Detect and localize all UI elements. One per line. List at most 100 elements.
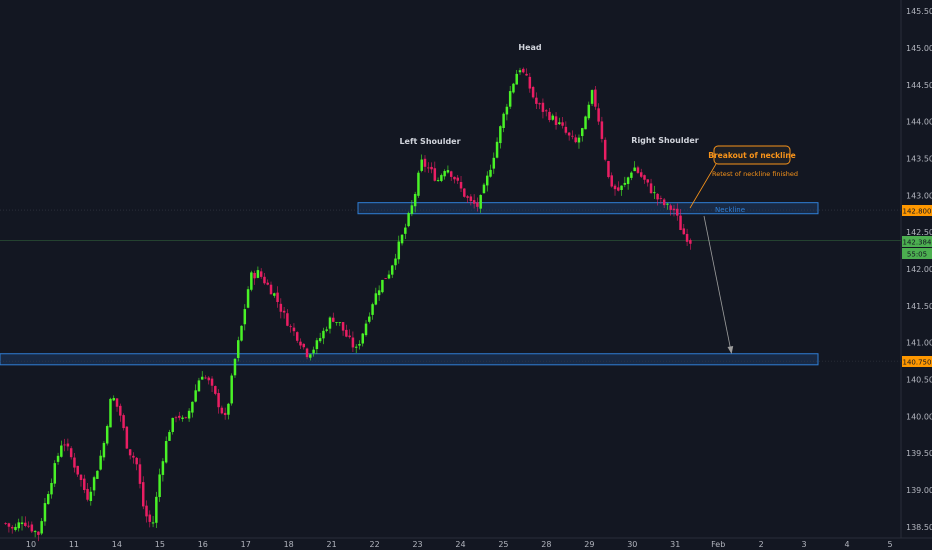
candle-body bbox=[361, 333, 364, 344]
candle-body bbox=[122, 415, 125, 429]
candle-body bbox=[145, 505, 148, 517]
candle-body bbox=[151, 522, 155, 524]
candle-body bbox=[86, 488, 89, 500]
candle-body bbox=[73, 457, 76, 468]
candle-body bbox=[128, 449, 132, 456]
candle-body bbox=[613, 185, 617, 190]
y-tick-label: 144.500 bbox=[906, 81, 932, 90]
candle-body bbox=[286, 313, 289, 326]
candle-body bbox=[495, 141, 499, 158]
candle-body bbox=[682, 228, 686, 235]
candle-body bbox=[99, 455, 102, 470]
candle-body bbox=[194, 390, 197, 402]
candle-body bbox=[89, 491, 93, 501]
candle-body bbox=[204, 377, 207, 379]
candle-body bbox=[7, 523, 11, 527]
candle-body bbox=[197, 380, 201, 392]
candle-body bbox=[14, 526, 17, 530]
candle-body bbox=[538, 103, 541, 105]
left-shoulder-label: Left Shoulder bbox=[399, 137, 460, 146]
x-tick-label: 25 bbox=[498, 540, 508, 549]
candle-body bbox=[528, 76, 532, 89]
candle-body bbox=[515, 73, 518, 85]
candle-body bbox=[305, 348, 309, 358]
candle-body bbox=[282, 310, 286, 313]
candle-body bbox=[76, 465, 79, 475]
neckline-price-tag: 142.800 bbox=[902, 205, 932, 216]
candle-body bbox=[581, 128, 584, 137]
candle-body bbox=[292, 327, 296, 332]
candle-body bbox=[332, 317, 335, 322]
candle-body bbox=[512, 83, 515, 93]
candle-body bbox=[223, 412, 227, 416]
candle-body bbox=[161, 461, 165, 475]
candle-body bbox=[676, 208, 679, 216]
candle-body bbox=[574, 137, 577, 143]
right-shoulder-label: Right Shoulder bbox=[631, 136, 698, 145]
candle-body bbox=[502, 113, 505, 129]
y-tick-label: 140.000 bbox=[906, 412, 932, 421]
candle-body bbox=[410, 205, 414, 214]
y-tick-label: 145.000 bbox=[906, 44, 932, 53]
x-tick-label: 3 bbox=[802, 540, 807, 549]
y-tick-label: 141.000 bbox=[906, 339, 932, 348]
candle-body bbox=[358, 343, 361, 346]
candle-body bbox=[233, 358, 237, 376]
breakout-callout[interactable]: Breakout of neckline bbox=[689, 145, 796, 209]
candle-body bbox=[390, 265, 394, 275]
candle-body bbox=[633, 167, 636, 172]
candle-body bbox=[158, 474, 161, 498]
candle-body bbox=[535, 97, 538, 104]
neckline-zone[interactable] bbox=[357, 202, 819, 215]
candle-body bbox=[181, 417, 184, 419]
y-tick-label: 144.000 bbox=[906, 118, 932, 127]
candle-body bbox=[60, 445, 63, 457]
projection-arrow bbox=[703, 215, 734, 354]
target-zone[interactable] bbox=[0, 353, 819, 366]
candle-body bbox=[79, 474, 83, 480]
x-tick-label: 5 bbox=[887, 540, 892, 549]
candle-body bbox=[24, 522, 27, 526]
candle-body bbox=[299, 341, 302, 346]
candle-body bbox=[525, 73, 528, 76]
candle-body bbox=[620, 185, 623, 191]
time-axis[interactable]: 10 11 14 15 16 17 18 21 22 23 24 25 28 29 30 31 Feb 2 3 4 5 bbox=[26, 540, 893, 549]
candle-body bbox=[266, 282, 269, 285]
candle-body bbox=[253, 272, 256, 279]
candle-body bbox=[217, 393, 220, 408]
candle-body bbox=[105, 426, 109, 444]
candle-body bbox=[338, 322, 342, 324]
candle-body bbox=[610, 175, 613, 187]
candle-body bbox=[597, 108, 600, 122]
candle-body bbox=[387, 274, 391, 279]
candle-body bbox=[587, 104, 591, 119]
candle-body bbox=[469, 196, 473, 202]
candle-body bbox=[230, 375, 233, 404]
candle-body bbox=[240, 325, 243, 341]
y-tick-label: 139.500 bbox=[906, 449, 932, 458]
x-tick-label: 22 bbox=[370, 540, 380, 549]
x-tick-label: 14 bbox=[112, 540, 122, 549]
candle-body bbox=[551, 115, 555, 120]
candle-body bbox=[191, 401, 194, 413]
candle-body bbox=[427, 167, 430, 169]
candle-body bbox=[341, 322, 345, 331]
candle-body bbox=[485, 175, 489, 186]
candle-body bbox=[4, 523, 7, 524]
candle-body bbox=[53, 463, 57, 484]
candle-body bbox=[420, 159, 423, 171]
candle-body bbox=[315, 340, 319, 350]
countdown-tag: 55:05 bbox=[902, 248, 932, 259]
y-tick-label: 141.500 bbox=[906, 302, 932, 311]
candle-body bbox=[397, 241, 401, 260]
candle-body bbox=[237, 340, 240, 358]
svg-text:142.800: 142.800 bbox=[903, 208, 932, 216]
candle-body bbox=[115, 398, 119, 407]
candle-body bbox=[354, 346, 358, 348]
x-tick-label: 29 bbox=[584, 540, 594, 549]
candle-body bbox=[404, 227, 407, 234]
candle-body bbox=[155, 496, 158, 523]
y-tick-label: 138.500 bbox=[906, 523, 932, 532]
price-axis[interactable]: 138.500 139.000 139.500 140.000 140.500 141.0… bbox=[906, 7, 932, 532]
candle-body bbox=[132, 455, 135, 458]
